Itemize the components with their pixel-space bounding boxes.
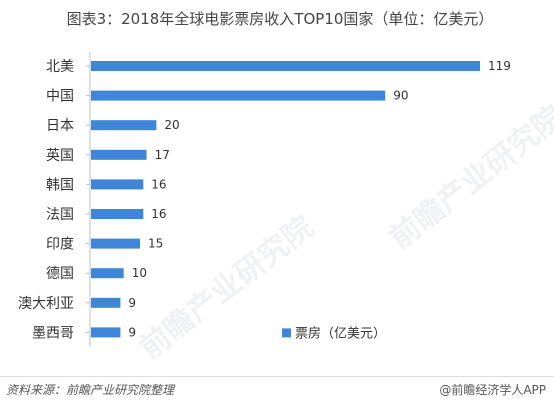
category-label: 韩国	[46, 177, 74, 193]
bar	[91, 90, 386, 101]
category-label: 北美	[46, 59, 74, 75]
legend-label: 票房（亿美元）	[295, 325, 386, 341]
data-label: 119	[488, 59, 511, 73]
category-label: 英国	[46, 147, 74, 164]
legend-swatch	[282, 328, 291, 338]
footer-brand: @前瞻经济学人APP	[439, 383, 546, 397]
category-label: 法国	[46, 207, 74, 223]
bar	[91, 209, 144, 219]
bar	[91, 149, 147, 160]
data-label: 10	[132, 266, 147, 280]
bar	[91, 268, 124, 279]
bar	[91, 61, 480, 71]
category-label: 日本	[46, 118, 74, 134]
chart-title: 图表3：2018年全球电影票房收入TOP10国家（单位：亿美元）	[66, 10, 494, 28]
category-label: 墨西哥	[32, 325, 74, 341]
data-label: 9	[128, 296, 136, 310]
bar-chart: 北美 119 中国 90 日本 20 英国 17 韩国 16 法国 16 印度 15 德国 10 澳大利亚 9 墨西…	[18, 52, 554, 366]
bar	[91, 238, 141, 249]
watermark-text: 前瞻产业研究院	[133, 209, 320, 366]
footer-source: 资料来源：前瞻产业研究院整理	[6, 383, 175, 397]
category-label: 德国	[46, 266, 74, 282]
category-label: 中国	[46, 89, 74, 105]
data-label: 90	[393, 89, 408, 103]
bar	[91, 327, 121, 338]
category-label: 澳大利亚	[18, 296, 74, 312]
data-label: 9	[128, 325, 136, 339]
data-label: 16	[151, 177, 166, 191]
bar	[91, 120, 157, 131]
bar	[91, 297, 121, 308]
data-label: 16	[151, 207, 166, 221]
bar	[91, 179, 144, 190]
data-label: 20	[164, 118, 179, 132]
footer-divider	[0, 376, 554, 377]
watermark-text: 前瞻产业研究院	[383, 99, 554, 256]
category-label: 印度	[46, 237, 74, 253]
data-label: 15	[148, 237, 163, 251]
data-label: 17	[155, 148, 170, 162]
